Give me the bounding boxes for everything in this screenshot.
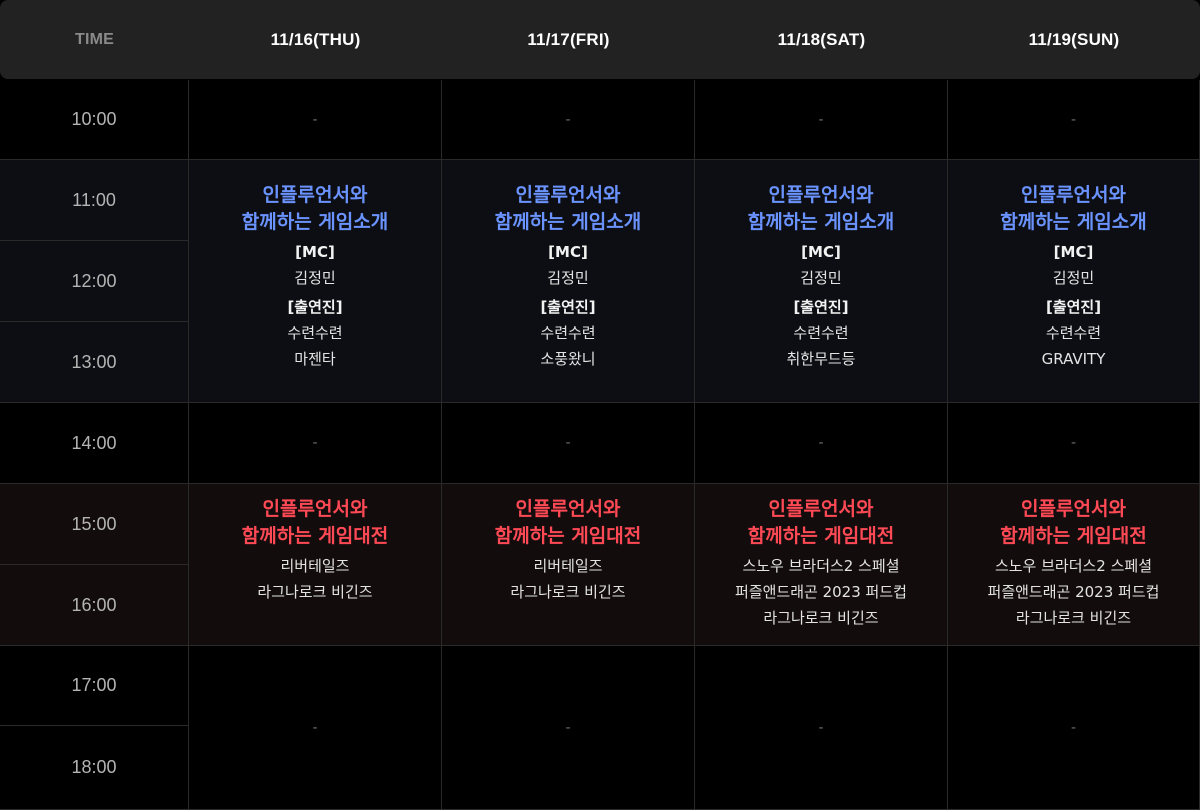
game-intro-event: 인플루언서와 함께하는 게임소개 [MC] 김정민 [출연진] 수련수련 소풍왔… [442, 160, 695, 403]
empty-slot: - [948, 403, 1200, 484]
time-slot: 16:00 [0, 565, 189, 646]
game-match-event: 인플루언서와 함께하는 게임대전 스노우 브라더스2 스페셜 퍼즐앤드래곤 20… [948, 484, 1200, 646]
game-match-event: 인플루언서와 함께하는 게임대전 스노우 브라더스2 스페셜 퍼즐앤드래곤 20… [695, 484, 948, 646]
game-name: 라그나로크 비긴즈 [1015, 609, 1132, 627]
game-name: 라그나로크 비긴즈 [763, 609, 879, 627]
cast-name: 수련수련 [540, 324, 596, 342]
cast-name: 소풍왔니 [540, 350, 596, 368]
cast-label: [출연진] [1045, 298, 1102, 316]
event-title-line1: 인플루언서와 [515, 498, 621, 520]
game-name: 퍼즐앤드래곤 2023 퍼드컵 [987, 583, 1160, 601]
event-title-line2: 함께하는 게임대전 [747, 525, 895, 547]
mc-label: [MC] [1053, 243, 1094, 261]
cast-name: GRAVITY [1041, 350, 1106, 368]
event-title-line1: 인플루언서와 [262, 498, 368, 520]
empty-slot: - [189, 403, 442, 484]
time-column-header: TIME [74, 30, 115, 48]
event-title-line2: 함께하는 게임소개 [241, 211, 389, 233]
game-name: 리버테일즈 [533, 557, 603, 575]
game-name: 라그나로크 비긴즈 [257, 583, 373, 601]
cast-label: [출연진] [287, 298, 343, 316]
mc-label: [MC] [295, 243, 335, 261]
mc-label: [MC] [801, 243, 841, 261]
event-title-line1: 인플루언서와 [768, 498, 874, 520]
game-match-event: 인플루언서와 함께하는 게임대전 리버테일즈 라그나로크 비긴즈 [189, 484, 442, 646]
event-title-line2: 함께하는 게임대전 [241, 525, 389, 547]
cast-name: 마젠타 [294, 350, 336, 368]
event-title-line2: 함께하는 게임대전 [494, 525, 642, 547]
game-intro-event: 인플루언서와 함께하는 게임소개 [MC] 김정민 [출연진] 수련수련 GRA… [948, 160, 1200, 403]
mc-name: 김정민 [800, 269, 842, 287]
event-title-line1: 인플루언서와 [515, 184, 621, 206]
empty-slot: - [189, 646, 442, 810]
event-title-line1: 인플루언서와 [768, 184, 874, 206]
time-slot: 17:00 [0, 646, 189, 726]
schedule-grid: 10:00 11:00 12:00 13:00 14:00 15:00 16:0… [0, 80, 1200, 810]
mc-name: 김정민 [547, 269, 589, 287]
empty-slot: - [695, 646, 948, 810]
time-slot: 18:00 [0, 726, 189, 810]
event-title-line2: 함께하는 게임소개 [1000, 211, 1147, 233]
time-slot: 12:00 [0, 241, 189, 322]
mc-name: 김정민 [294, 269, 336, 287]
empty-slot: - [442, 646, 695, 810]
event-title-line1: 인플루언서와 [262, 184, 368, 206]
time-slot: 14:00 [0, 403, 189, 484]
empty-slot: - [189, 80, 442, 160]
cast-name: 수련수련 [793, 324, 849, 342]
cast-name: 취한무드등 [786, 350, 856, 368]
empty-slot: - [442, 80, 695, 160]
game-name: 스노우 브라더스2 스페셜 [742, 557, 900, 575]
day-header-fri: 11/17(FRI) [527, 29, 610, 49]
time-slot: 13:00 [0, 322, 189, 403]
game-intro-event: 인플루언서와 함께하는 게임소개 [MC] 김정민 [출연진] 수련수련 취한무… [695, 160, 948, 403]
game-name: 리버테일즈 [280, 557, 350, 575]
event-title-line1: 인플루언서와 [1021, 498, 1126, 520]
time-slot: 15:00 [0, 484, 189, 565]
event-title-line2: 함께하는 게임소개 [747, 211, 895, 233]
day-header-sat: 11/18(SAT) [777, 29, 866, 49]
time-slot: 11:00 [0, 160, 189, 241]
day-header-thu: 11/16(THU) [270, 29, 361, 49]
event-title-line2: 함께하는 게임소개 [494, 211, 642, 233]
game-name: 스노우 브라더스2 스페셜 [994, 557, 1153, 575]
empty-slot: - [948, 80, 1200, 160]
cast-label: [출연진] [540, 298, 596, 316]
day-header-sun: 11/19(SUN) [1028, 29, 1120, 49]
game-match-event: 인플루언서와 함께하는 게임대전 리버테일즈 라그나로크 비긴즈 [442, 484, 695, 646]
cast-name: 수련수련 [287, 324, 343, 342]
game-name: 라그나로크 비긴즈 [510, 583, 626, 601]
game-name: 퍼즐앤드래곤 2023 퍼드컵 [735, 583, 907, 601]
cast-name: 수련수련 [1045, 324, 1102, 342]
empty-slot: - [442, 403, 695, 484]
empty-slot: - [695, 403, 948, 484]
time-slot: 10:00 [0, 80, 189, 160]
schedule-header: TIME 11/16(THU) 11/17(FRI) 11/18(SAT) 11… [0, 0, 1200, 79]
empty-slot: - [948, 646, 1200, 810]
mc-label: [MC] [548, 243, 588, 261]
cast-label: [출연진] [793, 298, 849, 316]
empty-slot: - [695, 80, 948, 160]
event-title-line2: 함께하는 게임대전 [1000, 525, 1147, 547]
game-intro-event: 인플루언서와 함께하는 게임소개 [MC] 김정민 [출연진] 수련수련 마젠타 [189, 160, 442, 403]
mc-name: 김정민 [1052, 269, 1095, 287]
event-title-line1: 인플루언서와 [1021, 184, 1126, 206]
